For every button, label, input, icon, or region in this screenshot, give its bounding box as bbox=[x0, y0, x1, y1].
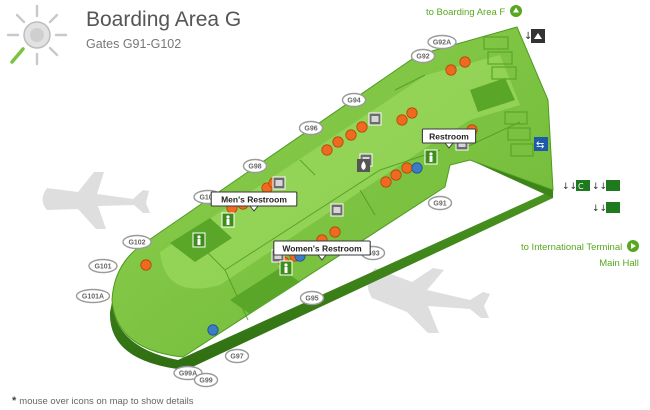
footer-note: * mouse over icons on map to show details bbox=[12, 395, 194, 407]
gate-label[interactable]: G98 bbox=[248, 164, 261, 171]
restaurant-icon[interactable] bbox=[345, 129, 357, 141]
concourse-walkway bbox=[160, 55, 520, 289]
restroom-icon[interactable] bbox=[192, 232, 206, 248]
restaurant-icon[interactable] bbox=[396, 114, 408, 126]
gate-badge[interactable]: G92A bbox=[427, 34, 457, 50]
restroom-callout-label[interactable]: Restroom bbox=[429, 132, 469, 142]
gate-label[interactable]: G97 bbox=[230, 354, 243, 361]
info-icon[interactable] bbox=[411, 162, 423, 174]
gate-label[interactable]: G100 bbox=[199, 195, 216, 202]
link-international-terminal[interactable]: to International Terminal Main Hall bbox=[521, 240, 639, 272]
link-boarding-area-f[interactable]: to Boarding Area F bbox=[426, 5, 522, 18]
gate-label[interactable]: G92 bbox=[416, 54, 429, 61]
gate-label[interactable]: G99A bbox=[179, 371, 197, 378]
gate-label[interactable]: G94 bbox=[347, 98, 360, 105]
restaurant-icon[interactable] bbox=[140, 259, 152, 271]
gate-label[interactable]: G102 bbox=[128, 240, 145, 247]
restroom-icon[interactable] bbox=[279, 260, 293, 276]
svg-text:↓: ↓ bbox=[524, 31, 532, 42]
page-title: Boarding Area G bbox=[86, 8, 242, 31]
restaurant-icon[interactable] bbox=[329, 226, 341, 238]
info-icon[interactable] bbox=[207, 324, 219, 336]
restroom-callout[interactable]: Men's Restroom bbox=[210, 191, 298, 212]
gate-badge[interactable]: G99 bbox=[193, 372, 219, 388]
gate-badge[interactable]: G99A bbox=[173, 365, 203, 381]
svg-text:↓↓: ↓↓ bbox=[562, 182, 577, 192]
gate-badge[interactable]: G94 bbox=[341, 92, 367, 108]
restroom-callout-label[interactable]: Women's Restroom bbox=[282, 244, 362, 254]
gate-label[interactable]: G96 bbox=[304, 126, 317, 133]
transit-station-icon[interactable]: ⇆ bbox=[534, 137, 548, 151]
gate-badge[interactable]: G102 bbox=[122, 234, 152, 250]
gate-badge[interactable]: G95 bbox=[299, 290, 325, 306]
amenity-icon[interactable] bbox=[272, 176, 286, 190]
restroom-callout[interactable]: Women's Restroom bbox=[273, 240, 371, 261]
restroom-icon[interactable] bbox=[221, 212, 235, 228]
footer-note-text: mouse over icons on map to show details bbox=[19, 396, 194, 407]
restroom-icon[interactable] bbox=[424, 149, 438, 165]
restaurant-icon[interactable] bbox=[380, 176, 392, 188]
gate-badge[interactable]: G96 bbox=[298, 120, 324, 136]
asterisk-icon: * bbox=[12, 395, 17, 407]
restaurant-icon[interactable] bbox=[445, 64, 457, 76]
gate-badge[interactable]: G97 bbox=[224, 348, 250, 364]
restaurant-icon[interactable] bbox=[321, 144, 333, 156]
airplane-icon-right bbox=[367, 268, 490, 333]
arrow-up-icon[interactable] bbox=[509, 5, 522, 17]
airplane-icon-left bbox=[42, 172, 150, 229]
restaurant-icon[interactable] bbox=[406, 107, 418, 119]
compass-logo bbox=[6, 4, 68, 66]
transport-icons: ↓ ⇆ ↓↓ C ↓↓ ↓↓ bbox=[524, 29, 620, 214]
page-subtitle: Gates G91-G102 bbox=[86, 37, 182, 51]
gate-badge[interactable]: G92 bbox=[410, 48, 436, 64]
elevator-down-icon[interactable]: ↓ bbox=[524, 29, 545, 43]
svg-text:⇆: ⇆ bbox=[536, 140, 544, 151]
gate-badge[interactable]: G98 bbox=[242, 158, 268, 174]
drinking-fountain-icon[interactable] bbox=[357, 159, 370, 172]
gate-badge[interactable]: G101A bbox=[75, 288, 111, 304]
link-boarding-area-f-label[interactable]: to Boarding Area F bbox=[426, 7, 506, 18]
bus-down-icon[interactable]: ↓↓ bbox=[592, 202, 620, 214]
amenity-icon[interactable] bbox=[368, 112, 382, 126]
restroom-callout[interactable]: Restroom bbox=[421, 128, 477, 149]
gate-label[interactable]: G101A bbox=[82, 294, 104, 301]
gate-label[interactable]: G101 bbox=[94, 264, 111, 271]
airtrain-down-icon[interactable]: ↓↓ C ↓↓ bbox=[562, 180, 620, 192]
restaurant-icon[interactable] bbox=[390, 169, 402, 181]
service-bays bbox=[483, 36, 534, 157]
restaurant-icon[interactable] bbox=[401, 162, 413, 174]
svg-text:↓↓: ↓↓ bbox=[592, 204, 607, 214]
gate-label[interactable]: G92A bbox=[433, 40, 451, 47]
arrow-right-icon[interactable] bbox=[626, 240, 639, 252]
restaurant-icon[interactable] bbox=[332, 136, 344, 148]
svg-text:C: C bbox=[578, 182, 584, 191]
gate-label[interactable]: G95 bbox=[305, 296, 318, 303]
restroom-callout-label[interactable]: Men's Restroom bbox=[221, 195, 287, 205]
amenity-icon[interactable] bbox=[330, 203, 344, 217]
link-international-line1[interactable]: to International Terminal bbox=[521, 242, 623, 253]
link-international-line2[interactable]: Main Hall bbox=[599, 258, 639, 269]
gate-label[interactable]: G91 bbox=[433, 201, 446, 208]
gate-badge[interactable]: G91 bbox=[427, 195, 453, 211]
svg-text:↓↓: ↓↓ bbox=[592, 182, 607, 192]
restaurant-icon[interactable] bbox=[459, 56, 471, 68]
restaurant-icon[interactable] bbox=[356, 121, 368, 133]
gate-label[interactable]: G99 bbox=[199, 378, 212, 385]
gate-label[interactable]: G93 bbox=[366, 251, 379, 258]
gate-badge[interactable]: G101 bbox=[88, 258, 118, 274]
